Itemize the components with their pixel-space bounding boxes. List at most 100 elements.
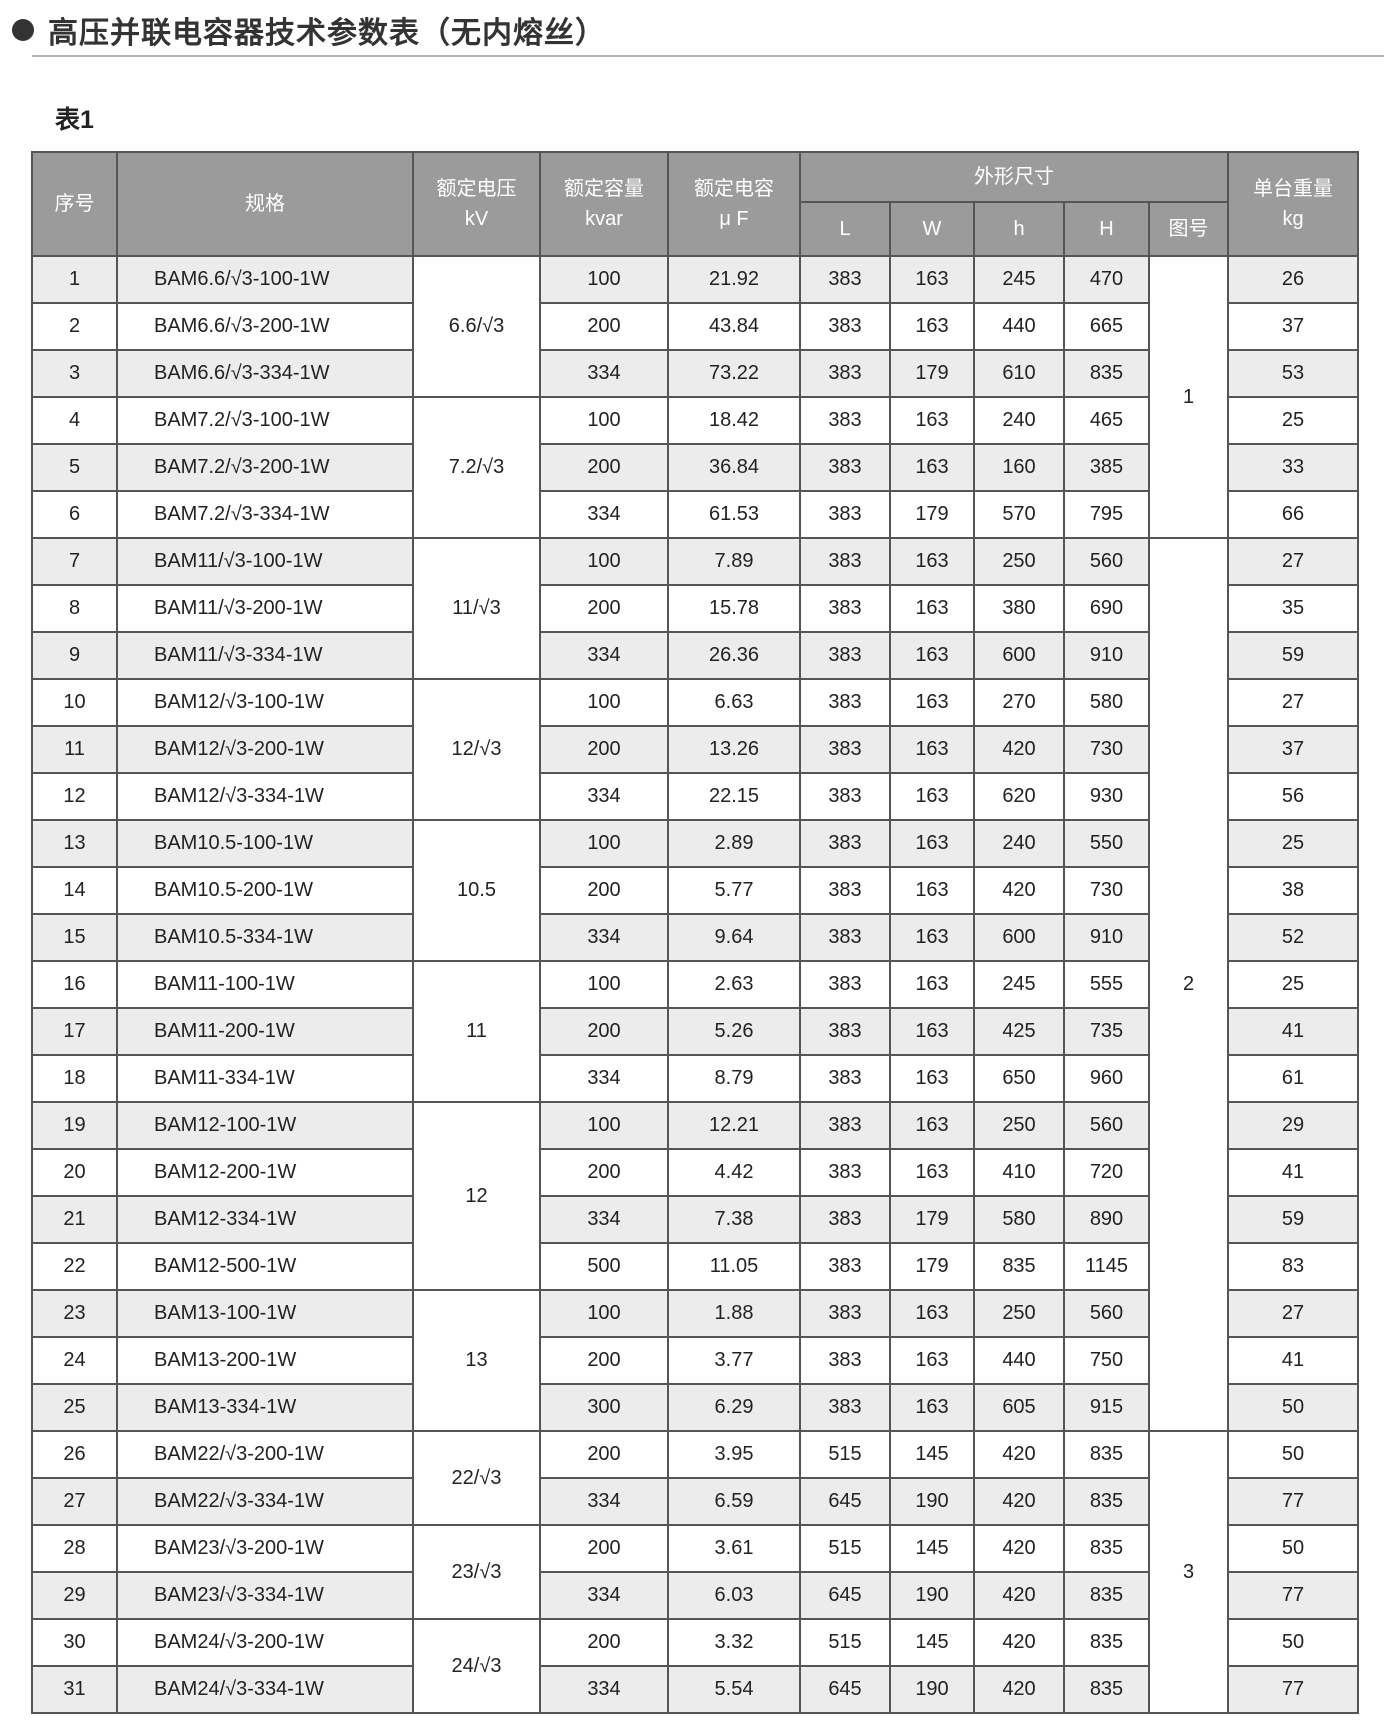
cell-H: 560 [1063, 537, 1150, 586]
cell-W: 163 [889, 913, 975, 962]
cell-capacity: 200 [539, 1430, 669, 1479]
table-row: 4 BAM7.2/√3-100-1W 7.2/√3 100 18.42 383 163 240… [31, 396, 1360, 539]
cell-W: 163 [889, 866, 975, 915]
header-capacity: 额定容量 kvar [539, 151, 669, 257]
cell-L: 383 [799, 913, 891, 962]
capacitor-spec-table: 序号 规格 额定电压 kV 额定容量 kvar 额定电容 μ F 外形尺寸 单台重量 k… [31, 151, 1360, 1714]
cell-index: 10 [31, 678, 118, 727]
cell-voltage: 22/√3 [412, 1430, 541, 1526]
table-row: 22 BAM12-500-1W 500 11.05 383 179 835 1145 83 [31, 1242, 1360, 1291]
cell-h: 835 [973, 1242, 1065, 1291]
table-row: 19 BAM12-100-1W 12 100 12.21 383 163 250 560 29 [31, 1101, 1360, 1291]
cell-capacitance: 12.21 [667, 1101, 801, 1150]
cell-weight: 37 [1227, 302, 1360, 351]
cell-H: 385 [1063, 443, 1150, 492]
cell-W: 179 [889, 490, 975, 539]
cell-figure: 1 [1147, 255, 1230, 539]
cell-L: 383 [799, 490, 891, 539]
cell-capacitance: 5.26 [667, 1007, 801, 1056]
cell-h: 650 [973, 1054, 1065, 1103]
cell-capacity: 334 [539, 1195, 669, 1244]
header-voltage-unit: kV [464, 208, 489, 230]
table-row: 15 BAM10.5-334-1W 334 9.64 383 163 600 910 52 [31, 913, 1360, 962]
cell-h: 420 [973, 1618, 1065, 1667]
cell-H: 665 [1063, 302, 1150, 351]
cell-L: 383 [799, 819, 891, 868]
cell-W: 179 [889, 1242, 975, 1291]
cell-index: 6 [31, 490, 118, 539]
cell-index: 29 [31, 1571, 118, 1620]
cell-h: 420 [973, 1477, 1065, 1526]
cell-voltage: 7.2/√3 [412, 396, 541, 539]
cell-H: 560 [1063, 1101, 1150, 1150]
cell-capacity: 334 [539, 772, 669, 821]
cell-W: 190 [889, 1571, 975, 1620]
header-index: 序号 [31, 151, 118, 257]
cell-index: 4 [31, 396, 118, 445]
cell-W: 145 [889, 1430, 975, 1479]
cell-L: 383 [799, 443, 891, 492]
cell-spec: BAM12-334-1W [116, 1195, 414, 1244]
cell-index: 23 [31, 1289, 118, 1338]
cell-h: 380 [973, 584, 1065, 633]
cell-H: 465 [1063, 396, 1150, 445]
cell-capacity: 200 [539, 1618, 669, 1667]
cell-index: 15 [31, 913, 118, 962]
cell-voltage: 23/√3 [412, 1524, 541, 1620]
cell-figure: 2 [1147, 537, 1230, 1432]
cell-spec: BAM10.5-334-1W [116, 913, 414, 962]
cell-L: 383 [799, 725, 891, 774]
cell-weight: 52 [1227, 913, 1360, 962]
cell-capacitance: 3.95 [667, 1430, 801, 1479]
cell-capacity: 334 [539, 1477, 669, 1526]
cell-weight: 33 [1227, 443, 1360, 492]
cell-L: 383 [799, 772, 891, 821]
cell-capacity: 100 [539, 1101, 669, 1150]
cell-weight: 25 [1227, 396, 1360, 445]
cell-index: 1 [31, 255, 118, 304]
cell-capacity: 300 [539, 1383, 669, 1432]
cell-weight: 25 [1227, 819, 1360, 868]
cell-W: 190 [889, 1477, 975, 1526]
cell-capacity: 200 [539, 443, 669, 492]
cell-index: 5 [31, 443, 118, 492]
cell-capacitance: 7.38 [667, 1195, 801, 1244]
cell-W: 163 [889, 1383, 975, 1432]
table-row: 8 BAM11/√3-200-1W 200 15.78 383 163 380 690 35 [31, 584, 1360, 633]
table-row: 23 BAM13-100-1W 13 100 1.88 383 163 250 560 27 [31, 1289, 1360, 1432]
cell-capacity: 200 [539, 1336, 669, 1385]
cell-spec: BAM12/√3-334-1W [116, 772, 414, 821]
cell-capacitance: 7.89 [667, 537, 801, 586]
cell-h: 605 [973, 1383, 1065, 1432]
cell-h: 240 [973, 396, 1065, 445]
header-spec: 规格 [116, 151, 414, 257]
cell-h: 420 [973, 1571, 1065, 1620]
cell-W: 163 [889, 537, 975, 586]
cell-W: 163 [889, 584, 975, 633]
cell-L: 383 [799, 678, 891, 727]
cell-capacitance: 36.84 [667, 443, 801, 492]
table-row: 7 BAM11/√3-100-1W 11/√3 100 7.89 383 163 250 560… [31, 537, 1360, 1432]
cell-W: 179 [889, 349, 975, 398]
cell-W: 163 [889, 1054, 975, 1103]
cell-W: 145 [889, 1524, 975, 1573]
cell-h: 420 [973, 1524, 1065, 1573]
cell-h: 420 [973, 1430, 1065, 1479]
table-row: 13 BAM10.5-100-1W 10.5 100 2.89 383 163 240 550 2… [31, 819, 1360, 962]
cell-L: 383 [799, 1383, 891, 1432]
header-capacitance: 额定电容 μ F [667, 151, 801, 257]
cell-h: 245 [973, 960, 1065, 1009]
cell-capacity: 334 [539, 1054, 669, 1103]
cell-H: 550 [1063, 819, 1150, 868]
cell-W: 163 [889, 1101, 975, 1150]
cell-W: 190 [889, 1665, 975, 1714]
cell-h: 250 [973, 537, 1065, 586]
cell-weight: 50 [1227, 1618, 1360, 1667]
cell-L: 383 [799, 1242, 891, 1291]
cell-h: 240 [973, 819, 1065, 868]
table-row: 24 BAM13-200-1W 200 3.77 383 163 440 750 41 [31, 1336, 1360, 1385]
cell-H: 730 [1063, 725, 1150, 774]
header-W: W [889, 201, 975, 257]
cell-W: 163 [889, 678, 975, 727]
cell-L: 645 [799, 1477, 891, 1526]
